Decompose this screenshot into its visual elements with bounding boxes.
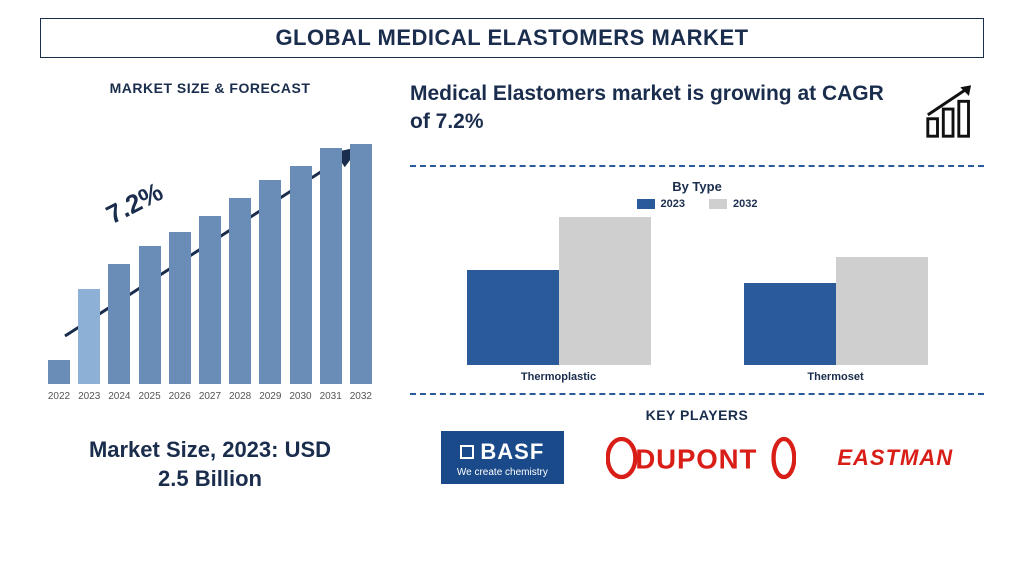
- forecast-bar: 2031: [317, 148, 345, 384]
- key-players-logos: BASF We create chemistry DUPONT EASTMAN: [410, 431, 984, 484]
- forecast-bar: 2022: [45, 360, 73, 384]
- forecast-bar: 2023: [75, 289, 103, 384]
- forecast-section-label: MARKET SIZE & FORECAST: [110, 80, 311, 96]
- svg-text:DUPONT: DUPONT: [635, 443, 757, 474]
- basf-square-icon: [460, 445, 474, 459]
- eastman-logo: EASTMAN: [837, 445, 953, 471]
- forecast-bar: 2025: [136, 246, 164, 384]
- by-type-legend: 2023 2032: [420, 198, 974, 210]
- by-type-chart: By Type 2023 2032 Thermoplastic Thermoset: [410, 173, 984, 383]
- forecast-bar: 2030: [287, 166, 315, 384]
- headline-text: Medical Elastomers market is growing at …: [410, 80, 902, 137]
- market-size-caption: Market Size, 2023: USD 2.5 Billion: [89, 436, 331, 493]
- type-group: Thermoset: [726, 215, 946, 383]
- divider-top: [410, 165, 984, 167]
- growth-chart-icon: [922, 80, 984, 147]
- legend-item: 2032: [709, 198, 757, 210]
- forecast-bar: 2029: [256, 180, 284, 384]
- headline-row: Medical Elastomers market is growing at …: [410, 80, 984, 147]
- main-content: MARKET SIZE & FORECAST 7.2% 202220232024…: [40, 80, 984, 560]
- key-players-label: KEY PLAYERS: [410, 407, 984, 423]
- divider-bottom: [410, 393, 984, 395]
- forecast-bar: 2024: [105, 264, 133, 384]
- market-size-line1: Market Size, 2023: USD: [89, 437, 331, 462]
- forecast-bar: 2028: [226, 198, 254, 384]
- type-group: Thermoplastic: [449, 215, 669, 383]
- legend-item: 2023: [637, 198, 685, 210]
- forecast-bar-chart: 7.2% 20222023202420252026202720282029203…: [45, 126, 375, 406]
- forecast-bar: 2032: [347, 144, 375, 384]
- page-title: GLOBAL MEDICAL ELASTOMERS MARKET: [40, 18, 984, 58]
- left-column: MARKET SIZE & FORECAST 7.2% 202220232024…: [40, 80, 380, 560]
- basf-name: BASF: [480, 439, 544, 465]
- basf-tagline: We create chemistry: [457, 467, 548, 478]
- by-type-title: By Type: [420, 179, 974, 194]
- basf-logo: BASF We create chemistry: [441, 431, 564, 484]
- forecast-bar: 2026: [166, 232, 194, 384]
- dupont-logo: DUPONT: [606, 436, 796, 480]
- market-size-line2: 2.5 Billion: [158, 466, 262, 491]
- right-column: Medical Elastomers market is growing at …: [410, 80, 984, 560]
- forecast-bar: 2027: [196, 216, 224, 384]
